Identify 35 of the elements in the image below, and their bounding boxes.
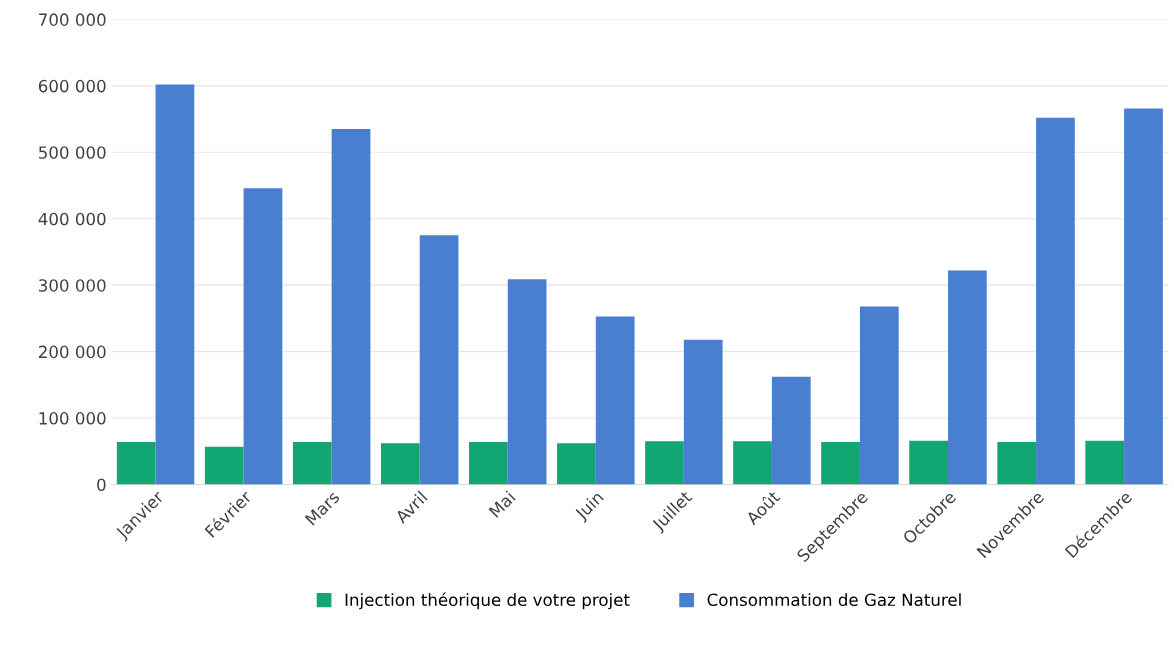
bar	[909, 440, 948, 485]
bar	[1085, 440, 1125, 485]
bar	[821, 441, 860, 485]
bar	[557, 443, 596, 485]
bar	[859, 306, 899, 485]
bar	[380, 443, 420, 485]
y-tick-label: 200 000	[38, 345, 106, 359]
bar	[733, 441, 772, 485]
bar	[469, 441, 508, 485]
bar	[645, 441, 684, 485]
y-tick-label: 300 000	[39, 279, 106, 292]
bar	[331, 129, 371, 485]
y-tick-label: 100 000	[39, 412, 106, 425]
bar	[595, 316, 635, 485]
bar	[997, 441, 1037, 485]
bar	[243, 188, 283, 485]
bar	[116, 441, 156, 485]
y-tick-label: 400 000	[38, 212, 106, 226]
bar	[1036, 117, 1075, 485]
bar	[948, 270, 987, 485]
legend-label: Injection théorique de votre projet	[345, 592, 630, 610]
bar	[155, 84, 195, 485]
bar	[771, 376, 811, 485]
bar	[204, 446, 244, 485]
y-tick-label: 0	[97, 478, 106, 492]
y-tick-label: 700 000	[39, 13, 106, 26]
bar	[683, 339, 723, 485]
y-tick-label: 600 000	[38, 79, 106, 93]
x-tick-label: Mai	[488, 490, 516, 518]
bar	[507, 279, 547, 485]
y-tick-label: 500 000	[39, 146, 106, 159]
bar	[1124, 108, 1163, 485]
bar	[292, 441, 332, 485]
legend-label: Consommation de Gaz Naturel	[707, 593, 961, 607]
bar	[419, 235, 459, 485]
